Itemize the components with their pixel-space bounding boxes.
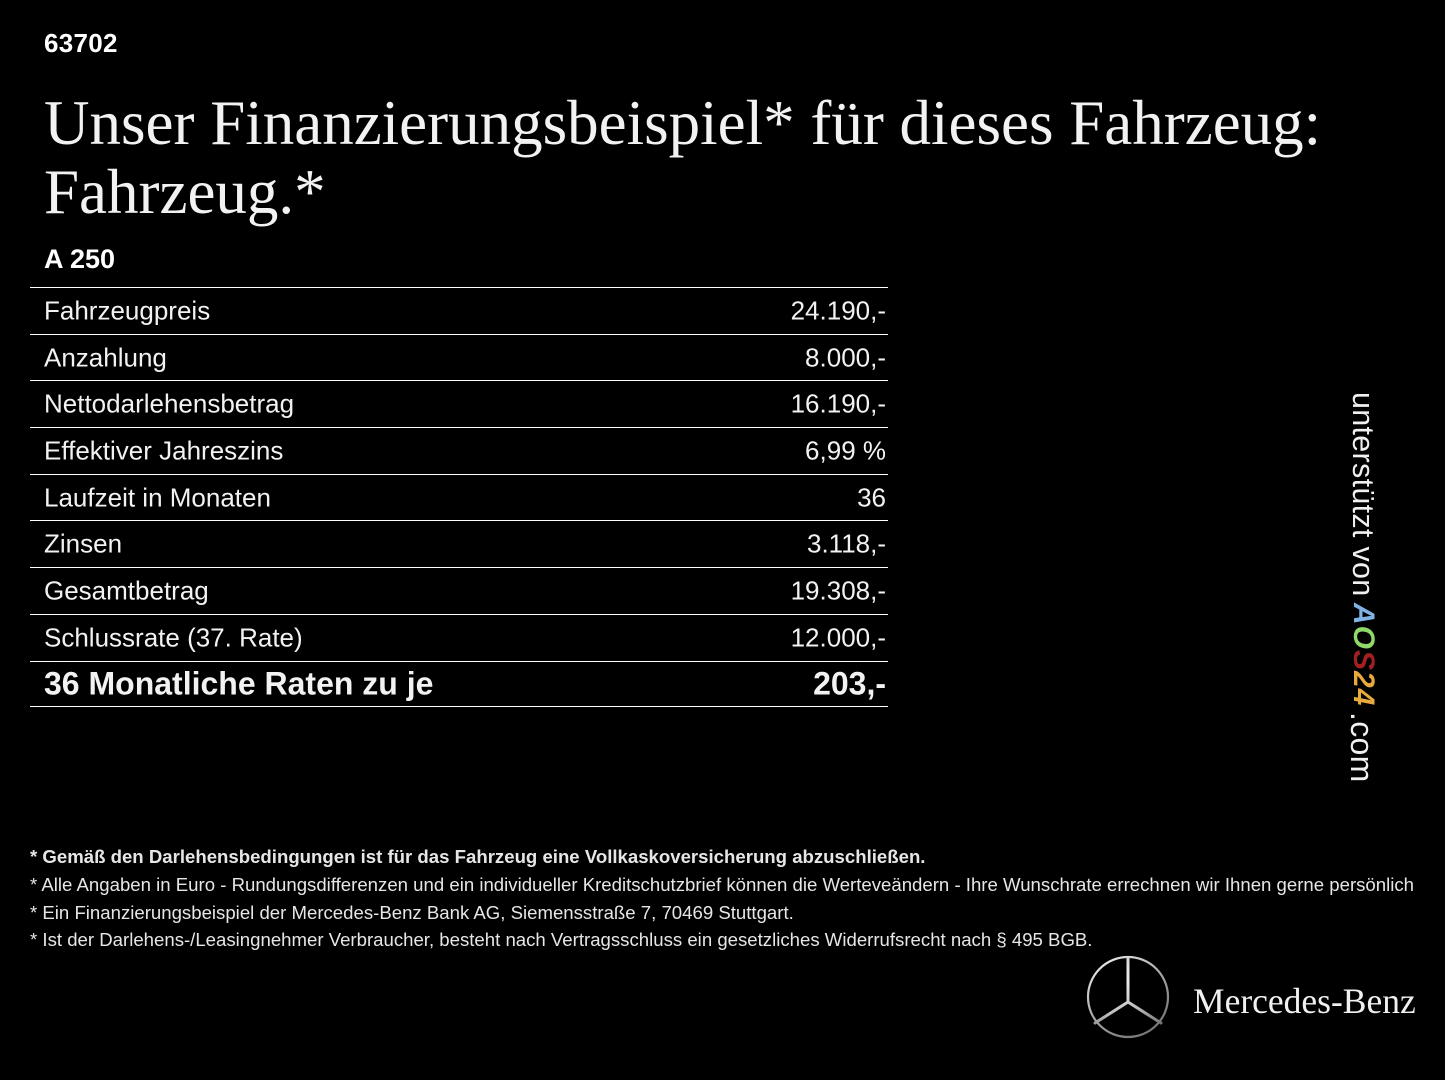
svg-text:Mercedes-Benz: Mercedes-Benz <box>1193 981 1416 1021</box>
